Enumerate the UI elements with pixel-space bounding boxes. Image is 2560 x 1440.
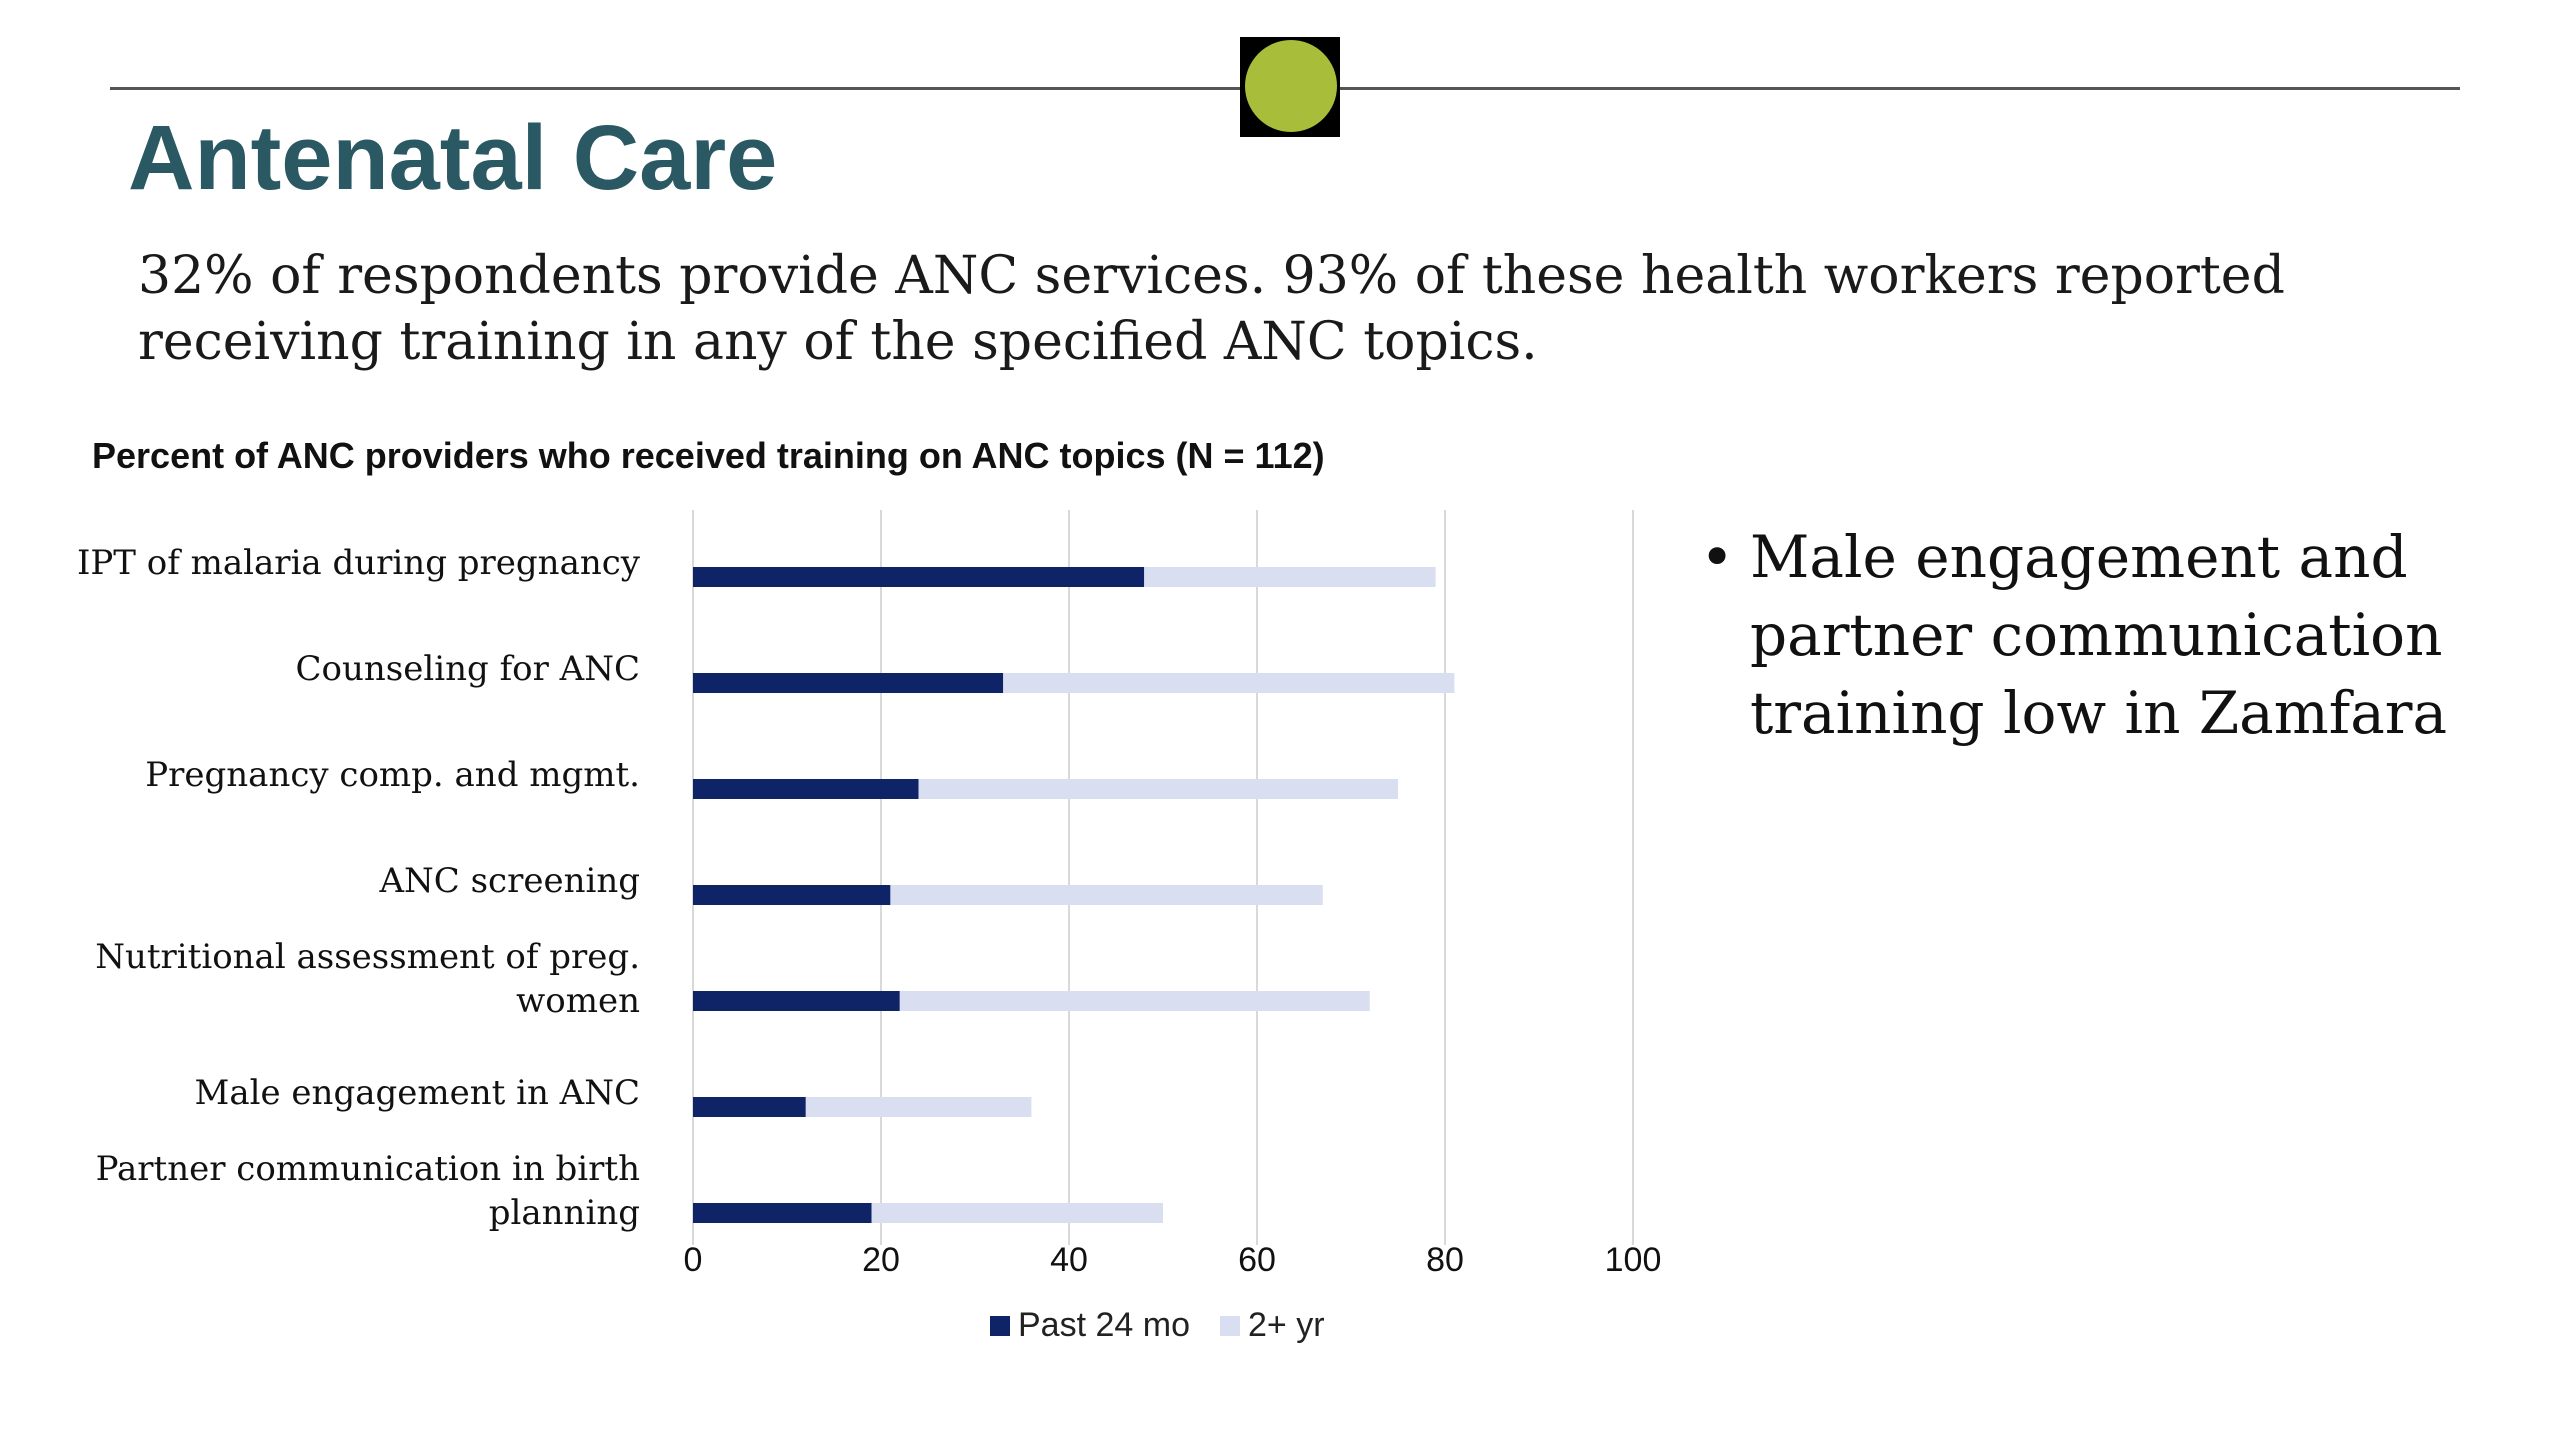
bar-2-plus-yr (1003, 673, 1455, 693)
x-tick-label: 100 (1604, 1241, 1662, 1279)
slide-title: Antenatal Care (128, 107, 778, 209)
category-label: ANC screening (379, 861, 640, 901)
chart-title: Percent of ANC providers who received tr… (92, 435, 1325, 476)
bar-2-plus-yr (1144, 567, 1436, 587)
slide-subtitle: 32% of respondents provide ANC services.… (138, 246, 2285, 372)
x-tick-label: 60 (1238, 1241, 1276, 1279)
bar-past-24-mo (693, 1097, 806, 1117)
bar-past-24-mo (693, 1203, 872, 1223)
bar-2-plus-yr (899, 991, 1370, 1011)
green-circle-icon (1245, 40, 1337, 132)
category-label: Counseling for ANC (295, 649, 641, 689)
bullet-list: • Male engagement and partner communicat… (1700, 518, 2540, 752)
legend-swatch (990, 1315, 1010, 1336)
category-label: Partner communication in birth planning (95, 1149, 640, 1233)
category-label: Male engagement in ANC (194, 1073, 640, 1113)
x-tick-label: 80 (1426, 1241, 1464, 1279)
bar-past-24-mo (693, 673, 1004, 693)
legend-swatch (1219, 1315, 1240, 1336)
legend-label: Past 24 mo (1018, 1306, 1190, 1344)
category-label: Pregnancy comp. and mgmt. (145, 755, 640, 795)
bar-2-plus-yr (918, 779, 1398, 799)
x-tick-label: 20 (862, 1241, 900, 1279)
bar-2-plus-yr (871, 1203, 1163, 1223)
category-label: IPT of malaria during pregnancy (77, 543, 640, 583)
legend-item-past-24-mo: Past 24 mo (990, 1306, 1190, 1345)
header-badge (1240, 37, 1340, 137)
legend-label: 2+ yr (1247, 1306, 1325, 1344)
x-tick-label: 0 (683, 1241, 703, 1279)
bar-past-24-mo (693, 885, 891, 905)
bullet-text: Male engagement and partner communicatio… (1750, 523, 2448, 747)
bar-2-plus-yr (890, 885, 1323, 905)
bar-2-plus-yr (805, 1097, 1032, 1117)
chart-legend: Past 24 mo 2+ yr (990, 1306, 1355, 1345)
bar-past-24-mo (693, 991, 900, 1011)
legend-item-2-plus-yr: 2+ yr (1219, 1306, 1325, 1345)
bar-past-24-mo (693, 567, 1145, 587)
bullet-icon: • (1700, 523, 1735, 591)
x-tick-label: 40 (1050, 1241, 1088, 1279)
bar-past-24-mo (693, 779, 919, 799)
category-label: Nutritional assessment of preg. women (95, 937, 640, 1021)
bullet-item: • Male engagement and partner communicat… (1700, 518, 2540, 752)
